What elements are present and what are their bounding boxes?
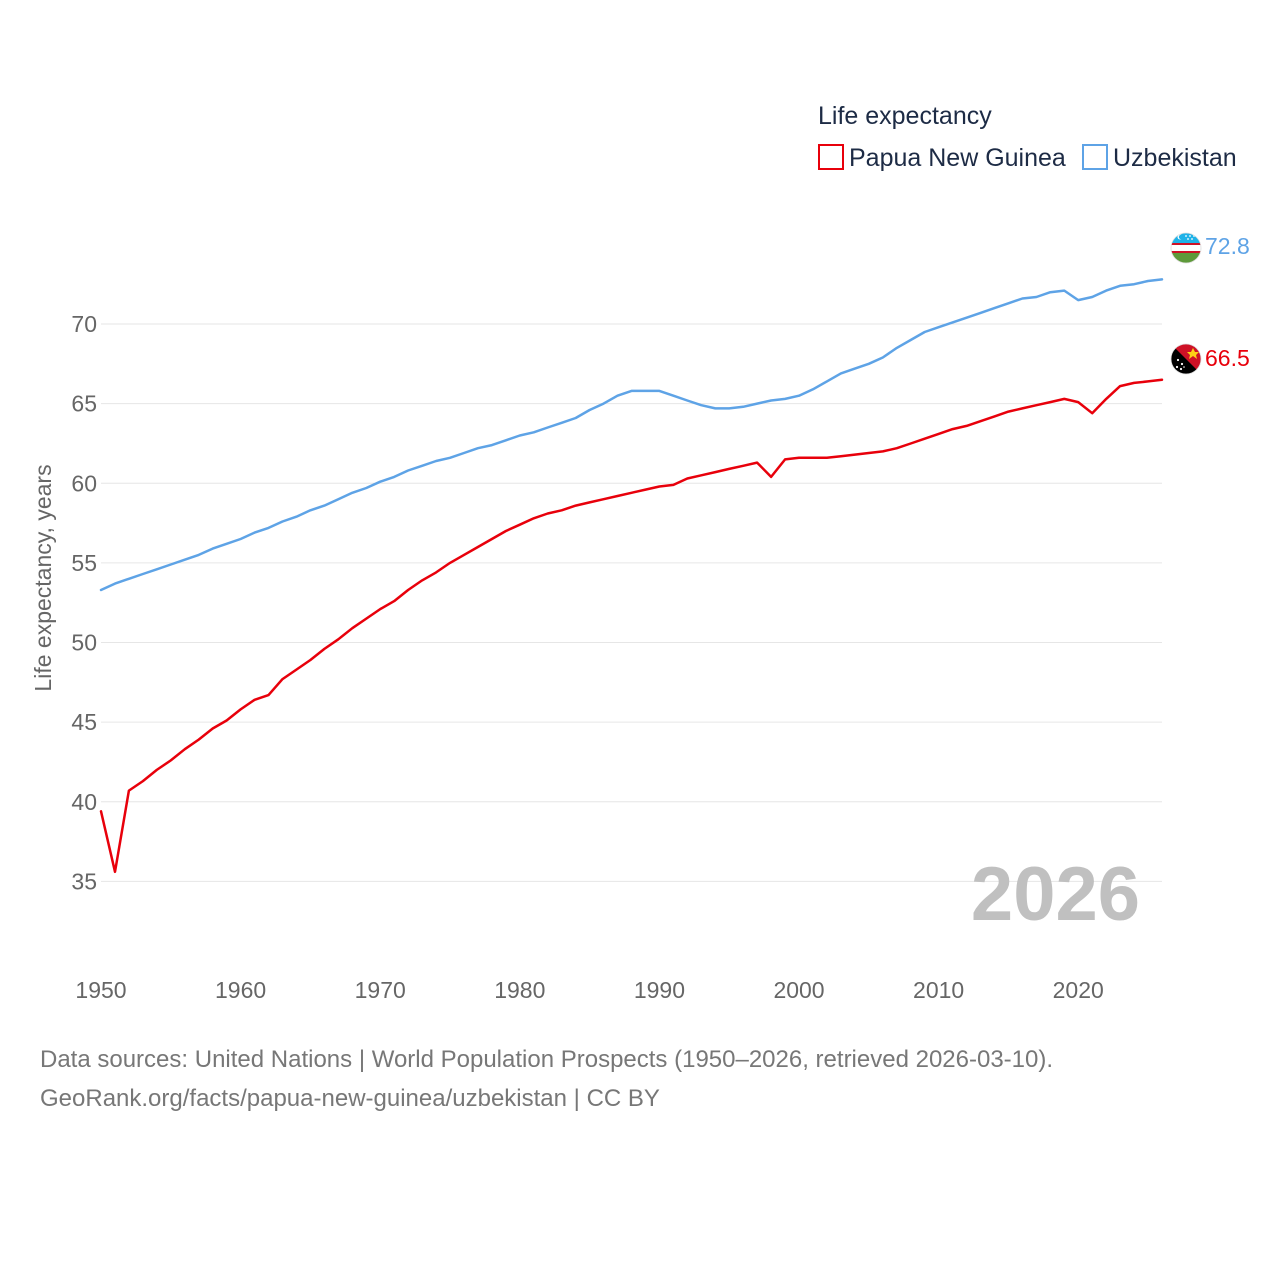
y-axis-ticks: 35 40 45 50 55 60 65 70 [71, 311, 97, 894]
legend-swatch-uzbekistan [1082, 144, 1108, 170]
x-tick-label-2000: 2000 [773, 977, 824, 1003]
legend-item-papua-new-guinea[interactable]: Papua New Guinea [818, 144, 1066, 172]
life-expectancy-chart: 35 40 45 50 55 60 65 70 1950 1960 1970 1980 1990 200… [30, 102, 1250, 1003]
end-label-uzbekistan: 72.8 [1205, 233, 1250, 259]
gridlines [101, 323, 1162, 882]
year-watermark: 2026 [971, 852, 1140, 937]
x-tick-label-1960: 1960 [215, 977, 266, 1003]
y-tick-label-60: 60 [71, 470, 97, 496]
y-tick-label-65: 65 [71, 391, 97, 417]
x-tick-label-2010: 2010 [913, 977, 964, 1003]
y-tick-label-70: 70 [71, 311, 97, 337]
attribution-link[interactable]: GeoRank.org/facts/papua-new-guinea/uzbek… [40, 1085, 660, 1112]
y-axis-title: Life expectancy, years [30, 464, 56, 691]
x-axis-ticks: 1950 1960 1970 1980 1990 2000 2010 2020 [75, 977, 1103, 1003]
x-tick-label-2020: 2020 [1053, 977, 1104, 1003]
legend-item-uzbekistan[interactable]: Uzbekistan [1082, 144, 1237, 172]
series-lines [99, 278, 1164, 874]
x-tick-label-1950: 1950 [75, 977, 126, 1003]
y-tick-label-55: 55 [71, 550, 97, 576]
y-tick-label-35: 35 [71, 868, 97, 894]
legend-title: Life expectancy [818, 102, 992, 130]
x-tick-label-1990: 1990 [634, 977, 685, 1003]
legend-swatch-papua-new-guinea [818, 144, 844, 170]
legend-label-papua-new-guinea: Papua New Guinea [849, 144, 1066, 172]
papua-new-guinea-flag-icon [1170, 343, 1202, 375]
data-sources-text: Data sources: United Nations | World Pop… [40, 1046, 1054, 1073]
series-line-uzbekistan [99, 278, 1164, 592]
y-tick-label-40: 40 [71, 789, 97, 815]
end-label-papua-new-guinea: 66.5 [1205, 345, 1250, 371]
uzbekistan-flag-icon [1170, 232, 1202, 264]
series-line-papua-new-guinea [99, 378, 1164, 874]
y-tick-label-45: 45 [71, 709, 97, 735]
legend: Life expectancy Papua New Guinea Uzbekis… [818, 102, 1237, 172]
legend-label-uzbekistan: Uzbekistan [1113, 144, 1237, 172]
x-tick-label-1980: 1980 [494, 977, 545, 1003]
y-tick-label-50: 50 [71, 630, 97, 656]
x-tick-label-1970: 1970 [355, 977, 406, 1003]
